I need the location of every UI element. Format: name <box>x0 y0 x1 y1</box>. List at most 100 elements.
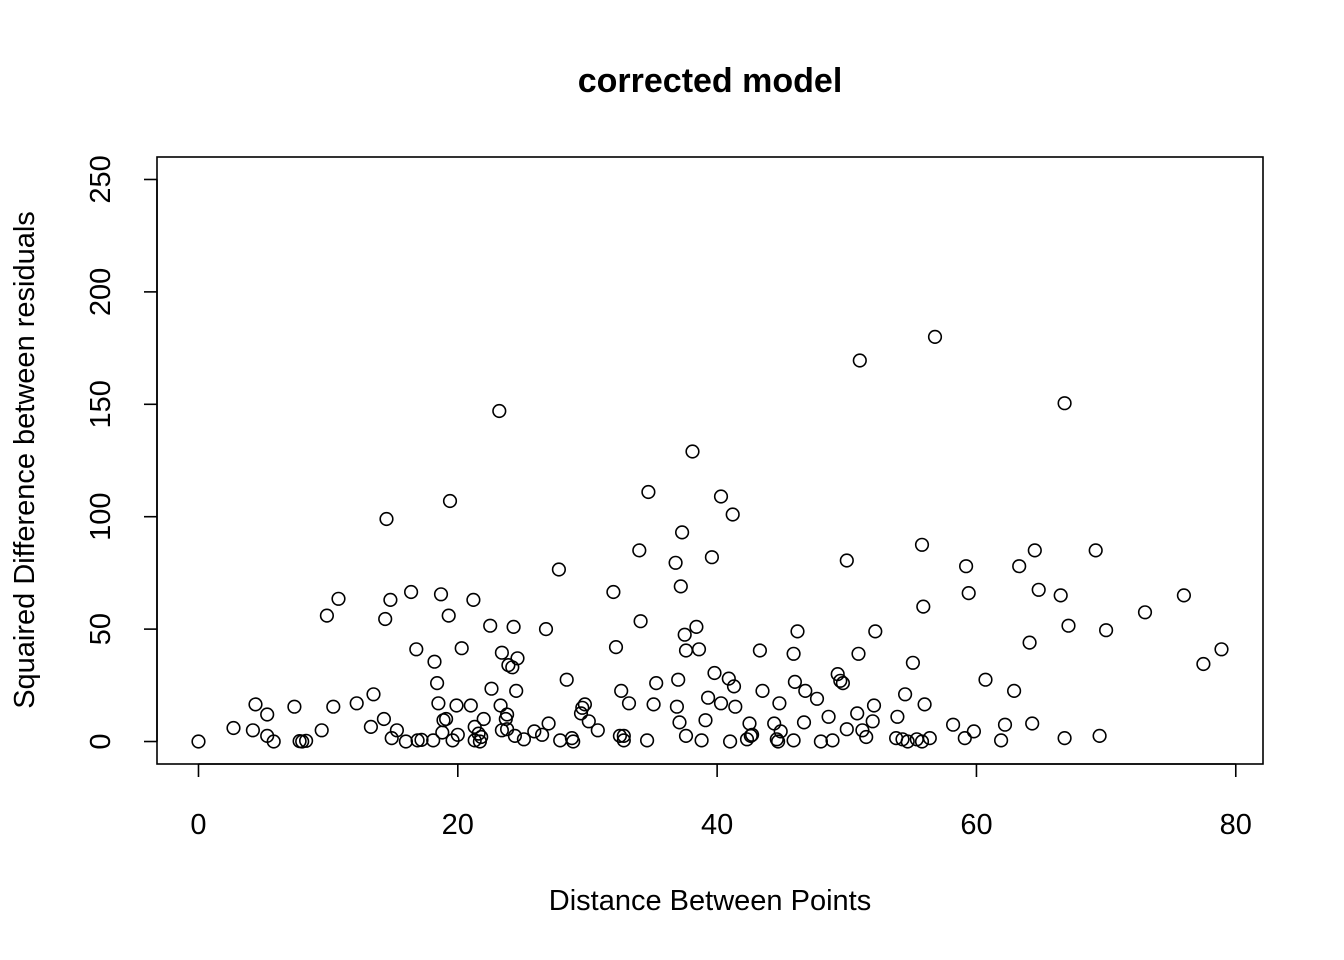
data-point <box>319 608 335 623</box>
data-point <box>796 715 812 730</box>
data-point <box>855 723 870 738</box>
data-point <box>449 698 464 713</box>
data-point <box>612 728 628 744</box>
data-point <box>248 697 263 712</box>
data-point <box>1053 588 1068 603</box>
data-point <box>725 507 740 522</box>
data-point <box>809 691 825 706</box>
data-point <box>483 618 498 633</box>
data-point <box>859 729 874 745</box>
data-point <box>671 672 686 687</box>
data-point <box>633 614 648 629</box>
data-point <box>1025 716 1040 731</box>
data-point <box>868 624 883 639</box>
data-point <box>581 714 596 729</box>
y-tick-label: 100 <box>85 493 117 541</box>
data-point <box>534 727 550 742</box>
y-tick-label: 200 <box>85 268 117 316</box>
data-point <box>674 525 690 540</box>
data-point <box>450 727 465 742</box>
data-point <box>993 733 1009 748</box>
data-point <box>978 672 993 687</box>
data-point <box>1031 582 1046 597</box>
data-point <box>685 444 700 459</box>
data-point <box>839 722 854 737</box>
data-point <box>349 696 364 711</box>
data-point <box>409 642 424 657</box>
data-point <box>698 713 713 728</box>
data-point <box>752 643 768 658</box>
data-point <box>1006 683 1022 699</box>
data-point <box>673 579 688 594</box>
x-axis-label: Distance Between Points <box>549 885 871 917</box>
data-point <box>383 592 398 608</box>
data-point <box>516 732 532 747</box>
data-point <box>997 717 1013 732</box>
data-point <box>439 711 454 727</box>
data-point <box>957 730 972 746</box>
data-point <box>1061 618 1076 633</box>
y-axis-label: Squaired Difference between residuals <box>9 211 41 709</box>
data-point <box>426 733 441 748</box>
data-point <box>573 706 589 721</box>
data-point <box>639 733 655 748</box>
data-point <box>852 353 867 368</box>
data-point <box>632 543 647 558</box>
data-point <box>467 733 482 748</box>
x-tick-label: 0 <box>190 809 206 841</box>
data-point <box>744 727 760 742</box>
data-point <box>707 665 722 681</box>
data-point <box>384 730 399 746</box>
data-point <box>833 673 848 688</box>
data-point <box>510 651 525 666</box>
data-point <box>773 724 788 739</box>
data-point <box>689 619 704 635</box>
data-point <box>1176 588 1191 603</box>
data-point <box>541 716 556 731</box>
data-point <box>476 711 491 727</box>
data-point <box>260 707 275 722</box>
data-point <box>1196 656 1211 672</box>
data-point <box>850 706 865 721</box>
chart-title: corrected model <box>578 62 843 100</box>
data-point <box>786 646 801 661</box>
data-point <box>441 608 456 623</box>
data-point <box>914 537 930 552</box>
data-point <box>825 733 840 748</box>
data-point <box>646 697 661 712</box>
data-point <box>739 732 755 747</box>
data-point <box>1022 635 1037 650</box>
data-point <box>961 585 976 601</box>
data-point <box>404 584 419 600</box>
data-point <box>606 584 621 600</box>
data-point <box>694 733 709 748</box>
data-point <box>463 698 478 713</box>
data-point <box>378 611 393 627</box>
data-point <box>900 734 915 749</box>
data-points <box>191 329 1229 749</box>
data-point <box>466 592 481 608</box>
data-point <box>721 671 736 686</box>
data-point <box>641 484 656 500</box>
data-point <box>431 696 446 711</box>
data-point <box>442 493 458 509</box>
data-point <box>769 732 784 747</box>
data-point <box>614 683 629 699</box>
data-point <box>376 711 392 727</box>
data-point <box>433 587 449 602</box>
data-point <box>691 642 707 657</box>
data-point <box>704 550 720 565</box>
x-tick-label: 60 <box>960 809 992 841</box>
data-point <box>1214 642 1229 657</box>
data-point <box>1027 543 1042 558</box>
data-point <box>668 555 683 570</box>
plot-frame <box>156 156 1264 765</box>
data-point <box>314 723 329 738</box>
data-point <box>728 699 743 714</box>
y-tick-label: 250 <box>85 155 117 203</box>
data-point <box>493 698 508 713</box>
data-point <box>927 329 943 345</box>
data-point <box>672 715 687 730</box>
data-point <box>1057 396 1072 411</box>
data-point <box>770 734 786 749</box>
